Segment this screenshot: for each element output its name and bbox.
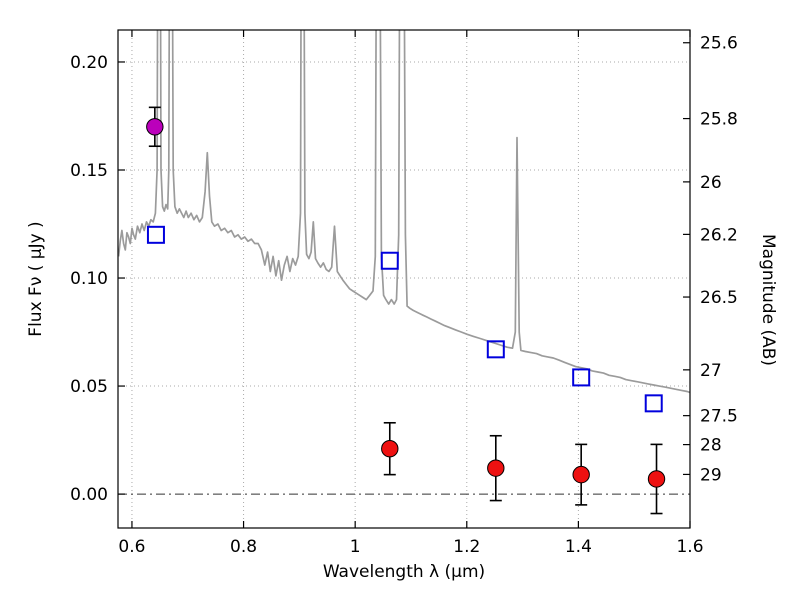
right-tick-label: 26 bbox=[700, 173, 722, 193]
ticks: 0.6 0.8 1 1.2 1.4 1.6 0.00 0.05 0.10 0.15 0.20 25.6… bbox=[70, 30, 738, 557]
right-tick-label: 29 bbox=[700, 465, 722, 485]
grid bbox=[118, 30, 691, 528]
x-axis-label: Wavelength λ (μm) bbox=[322, 562, 486, 582]
observed-photometry-marker bbox=[381, 440, 399, 458]
detected-photometry-group bbox=[146, 106, 164, 148]
y-tick-label: 0.00 bbox=[70, 485, 108, 505]
model-photometry-marker bbox=[572, 368, 591, 387]
x-tick-label: 0.6 bbox=[118, 537, 145, 557]
x-tick-label: 1.2 bbox=[453, 537, 480, 557]
x-tick-label: 1.4 bbox=[565, 537, 592, 557]
spectrum-line bbox=[118, 30, 690, 394]
model-photometry-marker bbox=[644, 394, 663, 413]
right-tick-label: 27.5 bbox=[700, 407, 738, 427]
detected-photometry-marker bbox=[146, 118, 164, 136]
observed-photometry-marker bbox=[647, 470, 666, 488]
right-tick-label: 25.8 bbox=[700, 110, 738, 130]
y-axis-label-magnitude: Magnitude (AB) bbox=[758, 233, 778, 367]
y-tick-label: 0.05 bbox=[70, 377, 108, 397]
y-tick-label: 0.15 bbox=[70, 161, 108, 181]
observed-photometry-marker bbox=[572, 465, 590, 484]
model-photometry-group bbox=[146, 225, 663, 413]
y-tick-label: 0.10 bbox=[70, 269, 108, 289]
axes-frame bbox=[117, 29, 691, 529]
observed-photometry-marker bbox=[487, 459, 505, 477]
y-axis-label-flux: Flux Fν ( μJy ) bbox=[26, 221, 46, 337]
right-tick-label: 27 bbox=[700, 361, 722, 381]
y-tick-label: 0.20 bbox=[70, 53, 108, 73]
right-tick-label: 28 bbox=[700, 436, 722, 456]
x-tick-label: 1 bbox=[350, 537, 361, 557]
right-tick-label: 25.6 bbox=[700, 34, 738, 54]
model-photometry-marker bbox=[486, 340, 505, 359]
right-tick-label: 26.5 bbox=[700, 288, 738, 308]
model-photometry-marker bbox=[146, 225, 165, 244]
right-tick-label: 26.2 bbox=[700, 225, 738, 245]
x-tick-label: 0.8 bbox=[230, 537, 257, 557]
observed-photometry-group bbox=[381, 421, 666, 515]
x-tick-label: 1.6 bbox=[676, 537, 703, 557]
model-photometry-marker bbox=[380, 251, 399, 270]
